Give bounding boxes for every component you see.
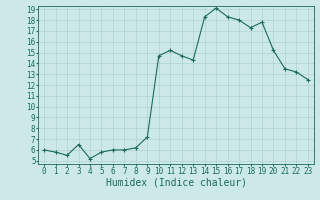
X-axis label: Humidex (Indice chaleur): Humidex (Indice chaleur) [106,177,246,187]
